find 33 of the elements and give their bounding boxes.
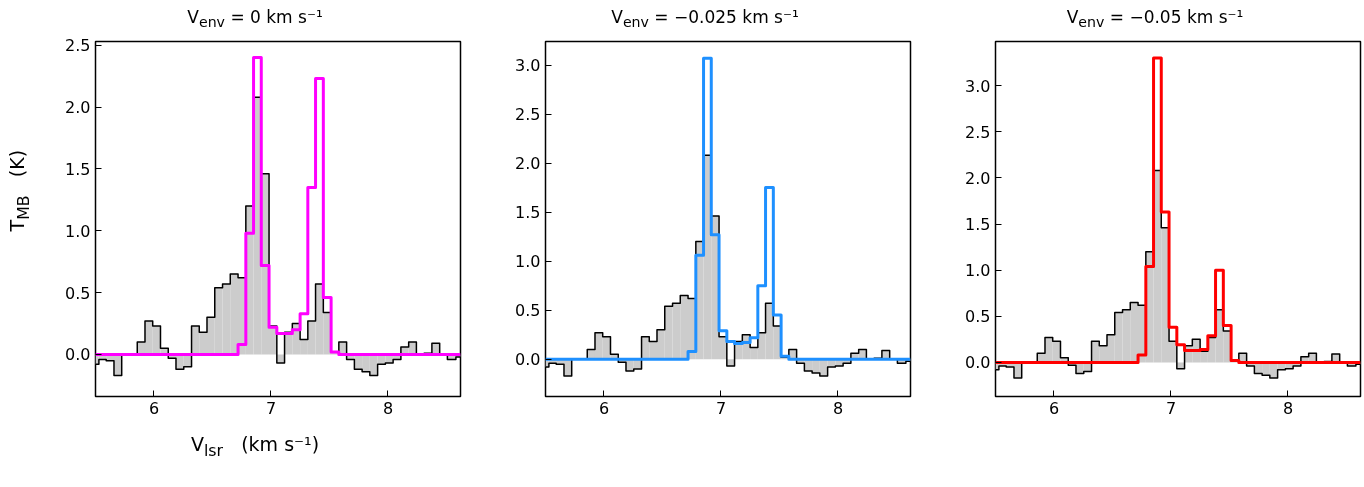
y-tick-label: 2.0: [65, 98, 91, 118]
x-tick-label: 6: [1048, 398, 1060, 418]
x-tick-label: 8: [1282, 398, 1294, 418]
y-tick-label: 3.0: [515, 56, 541, 76]
y-tick-label: 1.5: [65, 159, 91, 179]
x-axis-title: V$_{lsr}$ (km s⁻¹): [189, 432, 321, 462]
chart-title: V$_{env}$ = 0 km s⁻¹: [186, 6, 324, 33]
y-tick-label: 1.5: [965, 215, 991, 235]
x-tick-label: 6: [148, 398, 160, 418]
y-tick-label: 0.0: [515, 350, 541, 370]
x-tick-label: 7: [265, 398, 277, 418]
x-tick-label: 7: [715, 398, 727, 418]
y-tick-label: 2.0: [515, 154, 541, 174]
y-tick-label: 1.0: [515, 252, 541, 272]
y-tick-label: 0.5: [965, 307, 991, 327]
y-tick-label: 0.5: [65, 283, 91, 303]
y-tick-label: 1.0: [65, 221, 91, 241]
y-tick-label: 2.0: [965, 168, 991, 188]
y-tick-label: 2.5: [65, 36, 91, 56]
y-tick-label: 1.5: [515, 203, 541, 223]
y-tick-label: 0.0: [965, 353, 991, 373]
y-tick-label: 1.0: [965, 261, 991, 281]
y-tick-label: 2.5: [965, 122, 991, 142]
y-tick-label: 0.0: [65, 345, 91, 365]
x-tick-label: 6: [598, 398, 610, 418]
chart-title: V$_{env}$ = −0.05 km s⁻¹: [1065, 6, 1245, 33]
y-tick-label: 3.0: [965, 76, 991, 96]
x-tick-label: 8: [832, 398, 844, 418]
y-tick-label: 2.5: [515, 105, 541, 125]
x-tick-label: 7: [1165, 398, 1177, 418]
x-tick-label: 8: [382, 398, 394, 418]
chart-title: V$_{env}$ = −0.025 km s⁻¹: [610, 6, 800, 33]
y-tick-label: 0.5: [515, 301, 541, 321]
